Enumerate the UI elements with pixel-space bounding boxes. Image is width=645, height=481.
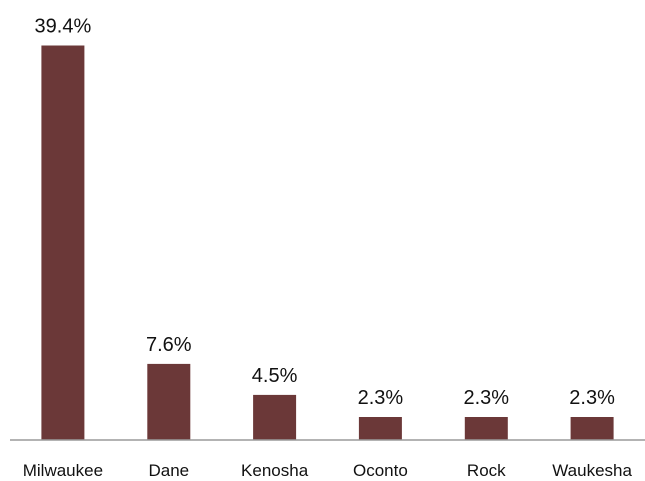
bar-kenosha [253, 394, 297, 440]
bar-rock [464, 417, 508, 440]
data-label-oconto: 2.3% [358, 387, 404, 409]
data-label-dane: 7.6% [146, 334, 192, 356]
bar-waukesha [570, 417, 614, 440]
data-label-rock: 2.3% [464, 387, 510, 409]
x-tick-label-milwaukee: Milwaukee [23, 461, 103, 480]
data-label-kenosha: 4.5% [252, 365, 298, 387]
x-tick-label-oconto: Oconto [353, 461, 408, 480]
x-tick-label-dane: Dane [148, 461, 189, 480]
x-tick-labels-group: Milwaukee Dane Kenosha Oconto Rock Waukesha [23, 461, 633, 480]
bar-dane [147, 363, 191, 440]
x-tick-label-rock: Rock [467, 461, 506, 480]
bars-group [41, 45, 614, 440]
x-tick-label-kenosha: Kenosha [241, 461, 309, 480]
bar-oconto [358, 417, 402, 440]
x-tick-label-waukesha: Waukesha [552, 461, 632, 480]
data-labels-group: 39.4% 7.6% 4.5% 2.3% 2.3% 2.3% [35, 16, 616, 410]
data-label-waukesha: 2.3% [569, 387, 615, 409]
bar-milwaukee [41, 45, 85, 440]
data-label-milwaukee: 39.4% [35, 16, 92, 38]
